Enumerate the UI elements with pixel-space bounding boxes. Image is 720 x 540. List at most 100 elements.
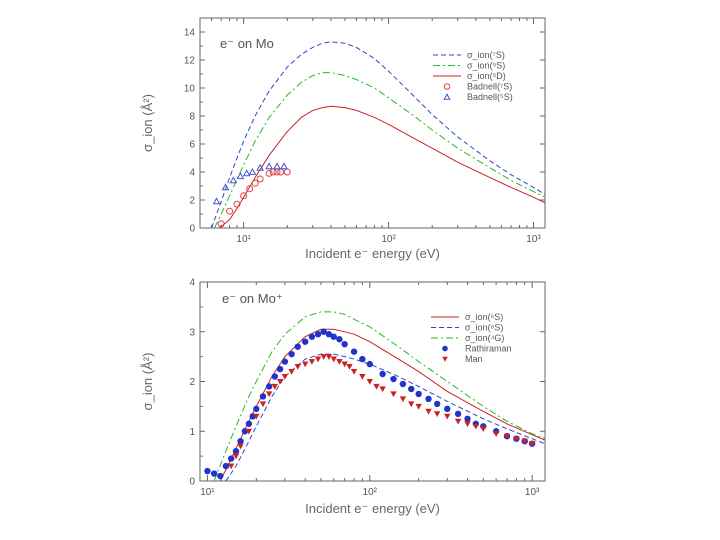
data-point bbox=[246, 185, 254, 193]
data-point bbox=[330, 333, 337, 340]
data-point bbox=[454, 410, 462, 418]
data-point bbox=[314, 356, 322, 363]
series-badnell-s- bbox=[212, 162, 288, 205]
top-x-axis-label: Incident e⁻ energy (eV) bbox=[305, 246, 440, 261]
data-point bbox=[256, 163, 264, 171]
data-point bbox=[265, 391, 273, 398]
y-tick-label: 6 bbox=[189, 140, 195, 151]
bottom-x-axis-label: Incident e⁻ energy (eV) bbox=[305, 501, 440, 516]
data-point bbox=[276, 365, 284, 373]
legend-entry: σ_ion(⁸S) bbox=[431, 323, 503, 333]
data-point bbox=[325, 354, 333, 360]
data-point bbox=[237, 438, 244, 445]
data-point bbox=[308, 359, 316, 365]
data-point bbox=[503, 433, 511, 440]
data-point bbox=[227, 463, 235, 470]
data-point bbox=[229, 176, 238, 184]
data-point bbox=[217, 472, 224, 480]
y-tick-label: 3 bbox=[189, 327, 195, 338]
y-tick-label: 2 bbox=[189, 196, 195, 207]
x-tick-label: 10¹ bbox=[236, 234, 251, 245]
legend-entry: σ_ion(⁴G) bbox=[431, 333, 504, 343]
data-point bbox=[341, 361, 348, 368]
data-point bbox=[433, 400, 441, 408]
legend-entry: σ_ion(⁵D) bbox=[433, 71, 506, 81]
data-point bbox=[253, 405, 260, 413]
data-point bbox=[444, 405, 451, 413]
data-point bbox=[276, 378, 284, 385]
plot-area bbox=[211, 41, 545, 228]
data-point bbox=[294, 343, 301, 350]
data-point bbox=[248, 167, 257, 175]
data-point bbox=[390, 391, 397, 398]
series--ion-g--line bbox=[213, 311, 545, 481]
data-point bbox=[233, 200, 241, 208]
data-point bbox=[415, 390, 422, 398]
data-point bbox=[245, 428, 253, 435]
data-point bbox=[472, 423, 480, 430]
legend-label: σ_ion(⁸S) bbox=[465, 323, 503, 333]
data-point bbox=[341, 340, 348, 348]
data-point bbox=[444, 413, 451, 420]
data-point bbox=[373, 383, 380, 390]
data-point bbox=[528, 441, 536, 447]
data-point bbox=[281, 373, 289, 380]
data-point bbox=[245, 420, 253, 427]
series-man bbox=[227, 354, 536, 470]
data-point bbox=[480, 426, 487, 432]
legend-label: σ_ion(⁶S) bbox=[465, 312, 503, 322]
y-tick-label: 1 bbox=[189, 427, 195, 438]
data-point bbox=[265, 383, 273, 390]
legend-entry: σ_ion(⁷S) bbox=[433, 50, 505, 60]
data-point bbox=[204, 467, 211, 475]
top-panel-title: e⁻ on Mo bbox=[220, 36, 274, 51]
data-point bbox=[210, 470, 218, 477]
data-point bbox=[425, 408, 432, 415]
data-point bbox=[464, 421, 471, 427]
legend-entry: σ_ion(⁶S) bbox=[431, 312, 503, 322]
top-panel: e⁻ on Mo Incident e⁻ energy (eV) σ_ion (… bbox=[140, 17, 546, 261]
data-point bbox=[330, 356, 337, 363]
plot-area bbox=[204, 311, 545, 481]
data-point bbox=[350, 348, 358, 355]
data-point bbox=[294, 364, 301, 370]
data-point bbox=[464, 415, 471, 423]
y-tick-label: 2 bbox=[189, 377, 195, 388]
data-point bbox=[425, 395, 432, 403]
data-point bbox=[242, 169, 251, 177]
data-point bbox=[236, 172, 245, 180]
data-point bbox=[232, 447, 240, 455]
data-point bbox=[265, 169, 273, 177]
legend-label: Rathiraman bbox=[465, 344, 512, 354]
legend-marker bbox=[442, 345, 448, 352]
legend-marker bbox=[443, 93, 451, 100]
data-point bbox=[359, 355, 366, 363]
y-tick-label: 12 bbox=[184, 56, 196, 67]
legend-label: Man bbox=[465, 354, 483, 364]
data-point bbox=[314, 331, 322, 338]
data-point bbox=[433, 411, 441, 418]
data-point bbox=[301, 361, 309, 368]
data-point bbox=[521, 438, 528, 445]
data-point bbox=[301, 338, 309, 345]
top-y-axis-label: σ_ion (Å²) bbox=[140, 94, 155, 152]
y-tick-label: 8 bbox=[189, 112, 195, 123]
data-point bbox=[280, 162, 288, 170]
data-point bbox=[320, 354, 327, 360]
bottom-panel-title: e⁻ on Mo⁺ bbox=[222, 291, 283, 306]
data-point bbox=[379, 386, 386, 393]
data-point bbox=[379, 370, 386, 378]
y-tick-label: 10 bbox=[184, 84, 196, 95]
data-point bbox=[288, 368, 295, 375]
data-point bbox=[320, 328, 327, 335]
x-tick-label: 10³ bbox=[525, 487, 540, 498]
legend-entry: σ_ion(⁵S) bbox=[433, 61, 505, 71]
legend-entry: Rathiraman bbox=[442, 344, 512, 354]
data-point bbox=[308, 333, 316, 340]
data-point bbox=[251, 179, 259, 187]
data-point bbox=[325, 331, 333, 338]
data-point bbox=[366, 360, 373, 368]
data-point bbox=[283, 168, 291, 176]
series-rathiraman bbox=[204, 328, 536, 480]
